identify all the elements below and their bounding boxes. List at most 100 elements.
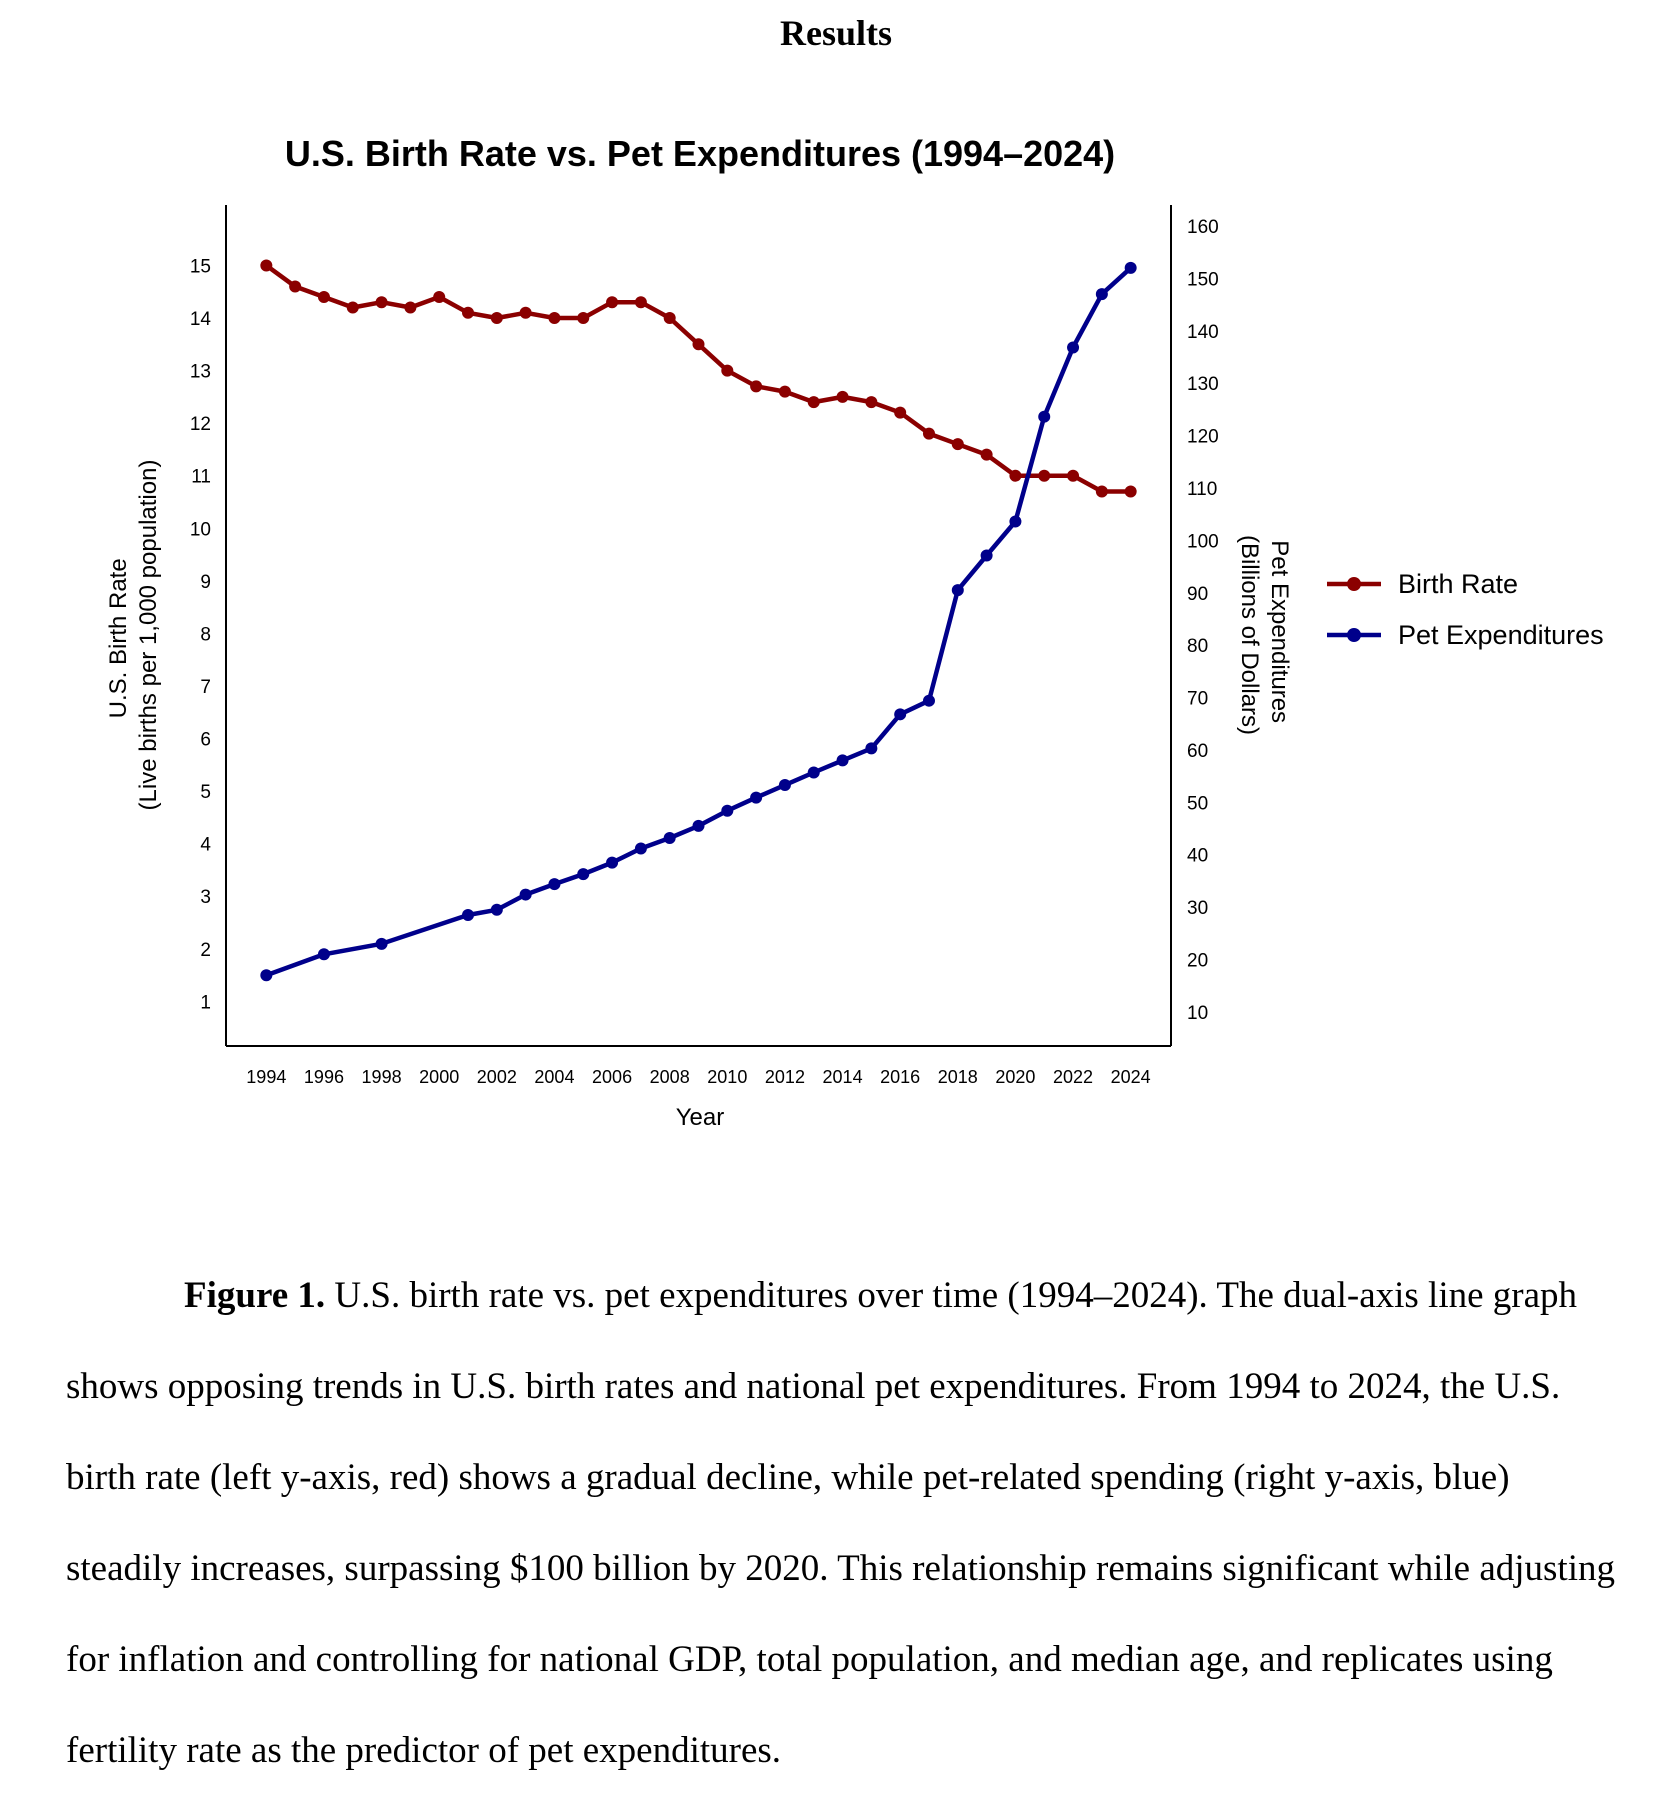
x-tick-label: 2000 [419,1067,459,1087]
pet-expenditures-point [750,791,763,804]
right-y-tick-label: 20 [1187,951,1208,972]
birth-rate-point [289,280,302,293]
legend-item-pet-expenditures: Pet Expenditures [1327,620,1604,650]
pet-expenditures-point [894,708,907,721]
pet-expenditures-point [490,903,503,916]
birth-rate-point [721,364,734,377]
birth-rate-point [865,396,878,409]
birth-rate-point [260,259,273,272]
dual-axis-line-chart: U.S. Birth Rate vs. Pet Expenditures (19… [105,133,1604,1131]
birth-rate-point [490,312,503,325]
right-y-axis-ticks: 10 20 30 40 50 60 70 80 90 100 110 120 130 140 150 160 [1187,217,1219,1024]
birth-rate-point [922,427,935,440]
left-y-tick-label: 14 [190,309,212,330]
birth-rate-point [577,312,590,325]
pet-expenditures-point [980,549,993,562]
legend-label: Birth Rate [1398,569,1518,599]
x-tick-label: 2024 [1111,1067,1151,1087]
left-y-tick-label: 3 [200,887,211,908]
pet-expenditures-point [1038,410,1051,423]
series-group [260,259,1137,982]
chart-title: U.S. Birth Rate vs. Pet Expenditures (19… [285,133,1115,174]
pet-expenditures-point [375,937,388,950]
birth-rate-point [663,312,676,325]
birth-rate-line [264,263,1131,494]
left-y-tick-label: 8 [200,624,211,645]
left-y-axis-label: U.S. Birth Rate (Live births per 1,000 p… [105,460,162,811]
left-y-axis-label-line2: (Live births per 1,000 population) [135,460,162,811]
left-y-tick-label: 2 [200,940,211,961]
right-y-axis-label-line1: Pet Expenditures [1266,540,1293,723]
right-y-tick-label: 130 [1187,374,1219,395]
birth-rate-point [894,406,907,419]
left-y-tick-label: 7 [200,677,211,698]
pet-expenditures-point [317,948,330,961]
left-y-tick-label: 12 [190,414,211,435]
right-y-axis-label-line2: (Billions of Dollars) [1236,535,1263,735]
right-y-tick-label: 10 [1187,1003,1208,1024]
left-y-axis-label-line1: U.S. Birth Rate [105,558,132,718]
birth-rate-point [836,390,849,403]
legend-label: Pet Expenditures [1398,620,1604,650]
left-y-tick-label: 9 [200,572,211,593]
x-tick-label: 2012 [765,1067,805,1087]
right-y-tick-label: 60 [1187,741,1208,762]
x-tick-label: 2016 [880,1067,920,1087]
birth-rate-point [519,306,532,319]
x-axis-label: Year [676,1104,725,1131]
birth-rate-point [317,290,330,303]
birth-rate-point [606,296,619,309]
birth-rate-point [634,296,647,309]
pet-expenditures-point [836,754,849,767]
left-y-tick-label: 11 [191,467,211,488]
birth-rate-point [1009,469,1022,482]
pet-expenditures-point [922,694,935,707]
legend-swatch-marker [1347,628,1361,642]
pet-expenditures-point [1124,261,1137,274]
pet-expenditures-line [265,266,1133,978]
pet-expenditures-point [778,779,791,792]
birth-rate-point [1124,485,1137,498]
x-tick-label: 2022 [1053,1067,1093,1087]
pet-expenditures-point [1067,341,1080,354]
pet-expenditures-point [519,888,532,901]
figure-caption: Figure 1. U.S. birth rate vs. pet expend… [66,1250,1626,1796]
section-heading: Results [779,13,892,53]
right-y-tick-label: 80 [1187,636,1208,657]
right-y-tick-label: 100 [1187,531,1219,552]
birth-rate-point [980,448,993,461]
figure-label: Figure 1. [184,1275,326,1316]
series-birth-rate [260,259,1137,498]
birth-rate-point [404,301,417,314]
birth-rate-point [375,296,388,309]
birth-rate-point [1067,469,1080,482]
right-y-tick-label: 160 [1187,217,1219,238]
right-y-tick-label: 50 [1187,793,1208,814]
right-y-tick-label: 140 [1187,322,1219,343]
legend-item-birth-rate: Birth Rate [1327,569,1518,599]
birth-rate-point [548,312,561,325]
left-y-tick-label: 15 [190,256,211,277]
right-y-tick-label: 40 [1187,846,1208,867]
birth-rate-point [750,380,763,393]
left-y-tick-label: 5 [200,782,211,803]
legend-swatch-marker [1347,577,1361,591]
pet-expenditures-point [1095,288,1108,301]
legend: Birth Rate Pet Expenditures [1327,569,1604,650]
pet-expenditures-point [692,819,705,832]
x-tick-label: 1996 [304,1067,344,1087]
series-pet-expenditures [260,261,1137,982]
birth-rate-point [778,385,791,398]
birth-rate-point [346,301,359,314]
figure-caption-text: U.S. birth rate vs. pet expenditures ove… [66,1275,1615,1771]
pet-expenditures-point [577,868,590,881]
birth-rate-point [807,396,820,409]
pet-expenditures-point [721,804,734,817]
right-y-tick-label: 150 [1187,269,1219,290]
x-tick-label: 2002 [477,1067,517,1087]
birth-rate-point [433,290,446,303]
x-axis-ticks: 1994 1996 1998 2000 2002 2004 2006 2008 2010 2012… [246,1067,1150,1087]
x-tick-label: 2010 [707,1067,747,1087]
right-y-tick-label: 30 [1187,898,1208,919]
